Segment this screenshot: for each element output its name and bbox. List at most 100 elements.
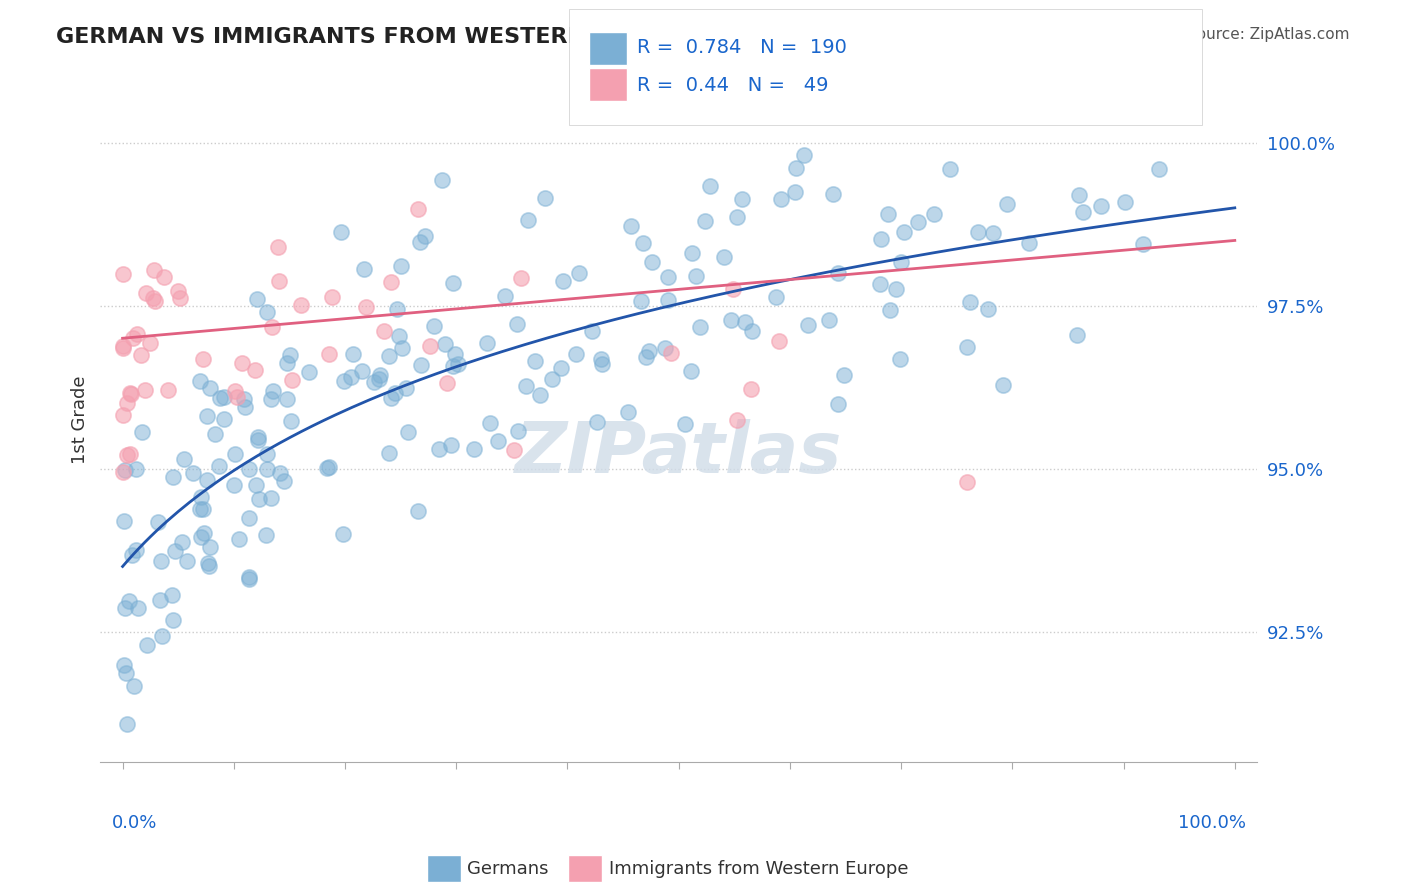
Point [233,400,256,414]
Point [725,412,748,426]
Point [436,376,458,390]
Point [1066,328,1088,343]
Point [139,335,162,350]
Point [967,225,990,239]
Point [770,192,793,206]
Point [1073,204,1095,219]
Point [395,381,418,395]
Point [124,680,146,694]
Point [541,372,564,386]
Point [224,384,246,398]
Point [316,460,339,475]
Point [238,570,260,584]
Point [246,434,269,448]
Point [224,447,246,461]
Point [290,298,312,312]
Point [657,269,679,284]
Point [523,354,546,368]
Point [198,558,221,573]
Point [995,196,1018,211]
Point [373,324,395,338]
Point [262,384,284,398]
Point [870,232,893,246]
Point [591,357,613,371]
Point [741,324,763,338]
Text: GERMAN VS IMMIGRANTS FROM WESTERN EUROPE 1ST GRADE CORRELATION CHART: GERMAN VS IMMIGRANTS FROM WESTERN EUROPE… [56,27,1116,46]
Point [142,263,165,277]
Point [550,361,572,376]
Point [129,348,152,362]
Point [114,601,136,615]
Point [869,277,891,292]
Point [170,535,193,549]
Point [389,259,412,273]
Point [731,192,754,206]
Point [797,318,820,332]
Point [232,392,254,406]
Point [117,593,139,607]
Point [890,254,912,268]
Point [124,461,146,475]
Point [200,381,222,395]
Point [494,289,516,303]
Point [330,226,353,240]
Point [238,511,260,525]
Point [281,373,304,387]
Point [181,466,204,480]
Point [318,459,340,474]
Point [406,503,429,517]
Point [408,202,430,217]
Point [278,348,301,362]
Point [208,458,231,473]
Text: 0.0%: 0.0% [111,814,157,832]
Point [385,302,408,317]
Point [876,207,898,221]
Point [617,405,640,419]
Point [685,268,707,283]
Point [135,286,157,301]
Point [568,266,591,280]
Point [720,313,742,327]
Point [591,352,613,367]
Point [149,593,172,607]
Point [991,378,1014,392]
Point [197,556,219,570]
Point [260,319,283,334]
Point [136,638,159,652]
Point [332,527,354,541]
Point [245,478,267,492]
Point [256,304,278,318]
Point [256,447,278,461]
Point [508,424,530,438]
Point [120,387,142,401]
Point [120,385,142,400]
Point [111,341,134,355]
Point [246,292,269,306]
Point [657,293,679,307]
Point [378,445,401,459]
Point [276,356,298,370]
Point [367,372,389,386]
Point [226,390,249,404]
Point [907,215,929,229]
Point [380,392,402,406]
Point [190,530,212,544]
Point [160,588,183,602]
Point [222,478,245,492]
Point [114,665,136,680]
Point [368,368,391,382]
Point [246,430,269,444]
Point [1067,187,1090,202]
Point [356,300,378,314]
Point [238,572,260,586]
Point [162,470,184,484]
Point [115,717,138,731]
Point [118,447,141,461]
Point [191,501,214,516]
Point [832,368,855,382]
Text: 100.0%: 100.0% [1178,814,1246,832]
Point [131,425,153,440]
Point [166,284,188,298]
Point [818,312,841,326]
Point [506,318,529,332]
